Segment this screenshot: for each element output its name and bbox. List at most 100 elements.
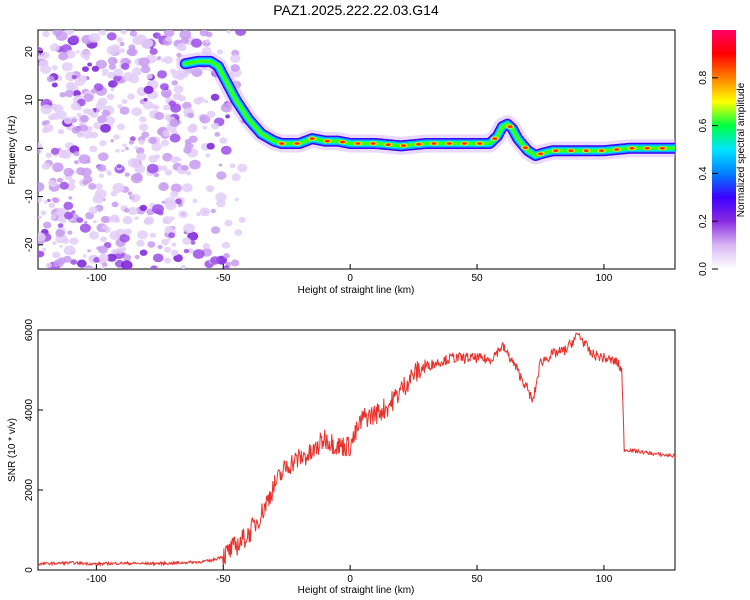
ridge-peak [324, 139, 330, 143]
noise-blob [219, 137, 228, 144]
ridge-peak [492, 137, 498, 141]
noise-blob [100, 123, 111, 133]
noise-blob [41, 162, 51, 170]
noise-blob [100, 236, 108, 243]
noise-blob [88, 183, 97, 190]
noise-blob [223, 265, 230, 269]
noise-blob [186, 171, 192, 176]
noise-blob [238, 216, 246, 223]
noise-blob [146, 73, 153, 80]
noise-blob [61, 62, 73, 72]
spectrogram-y-axis: -20 -10 0 10 20 [24, 46, 43, 252]
noise-blob [89, 231, 99, 240]
noise-blob [101, 109, 111, 117]
noise-blob [88, 206, 98, 215]
noise-blob [49, 43, 60, 52]
noise-blob [180, 264, 186, 269]
noise-blob [71, 118, 77, 123]
snr-x-label: Height of straight line (km) [298, 585, 415, 596]
noise-blob [100, 266, 105, 269]
noise-blob [69, 35, 79, 44]
noise-blob [170, 103, 182, 113]
noise-blob [41, 247, 47, 252]
noise-blob [143, 85, 154, 94]
noise-blob [176, 42, 187, 52]
noise-blob [167, 237, 172, 241]
noise-blob [52, 241, 57, 245]
noise-blob [113, 134, 120, 140]
noise-blob [105, 116, 116, 125]
noise-blob [79, 124, 89, 132]
noise-blob [143, 218, 152, 225]
noise-blob [83, 220, 88, 224]
noise-blob [102, 72, 107, 76]
noise-blob [120, 149, 125, 153]
ridge-peak [294, 142, 300, 145]
y-tick-label: -10 [24, 189, 35, 204]
noise-blob [87, 62, 92, 67]
noise-blob [133, 172, 143, 181]
noise-blob [76, 131, 85, 138]
noise-blob [69, 237, 79, 245]
noise-blob [183, 146, 192, 154]
noise-blob [235, 30, 247, 36]
noise-blob [121, 260, 133, 269]
noise-blob [119, 48, 126, 53]
noise-blob [76, 259, 87, 268]
noise-blob [128, 140, 134, 145]
noise-blob [206, 185, 215, 193]
noise-blob [163, 104, 170, 111]
noise-blob [71, 126, 81, 134]
noise-blob [162, 91, 171, 99]
ridge-peak [477, 142, 483, 145]
noise-blob [152, 204, 164, 215]
noise-blob [83, 130, 93, 139]
noise-blob [106, 170, 112, 175]
x-tick-label: 0 [347, 273, 353, 284]
noise-blob [199, 114, 211, 124]
noise-blob [149, 232, 157, 238]
noise-blob [173, 85, 184, 94]
spectrogram-y-label: Frequency (Hz) [7, 116, 18, 185]
colorbar-tick-label: 0.0 [698, 262, 709, 276]
noise-blob [189, 159, 201, 170]
noise-blob [221, 241, 231, 249]
colorbar-tick-label: 0.6 [698, 118, 709, 132]
noise-blob [223, 253, 230, 259]
noise-blob [110, 139, 115, 143]
noise-blob [173, 254, 183, 263]
noise-blob [57, 128, 65, 135]
noise-blob [51, 112, 60, 121]
noise-blob [162, 216, 173, 225]
y-tick-label: 0 [24, 567, 35, 573]
noise-blob [50, 147, 60, 155]
noise-blob [76, 167, 86, 176]
noise-blob [136, 152, 147, 161]
noise-blob [121, 99, 128, 104]
noise-blob [136, 147, 145, 155]
noise-blob [45, 262, 53, 269]
noise-blob [110, 87, 115, 92]
noise-blob [147, 82, 153, 86]
noise-blob [43, 221, 52, 229]
noise-blob [59, 244, 63, 248]
noise-blob [130, 193, 141, 203]
noise-blob [74, 160, 79, 165]
noise-blob [98, 30, 107, 36]
ridge-peak [446, 142, 452, 145]
noise-blob [157, 56, 162, 60]
noise-blob [84, 265, 94, 269]
noise-blob [192, 198, 198, 204]
ridge-peak [629, 146, 635, 150]
noise-blob [119, 42, 125, 47]
noise-blob [157, 70, 167, 79]
noise-blob [119, 233, 130, 243]
ridge-peak [400, 144, 407, 148]
noise-blob [88, 33, 101, 43]
noise-blob [86, 108, 95, 116]
noise-blob [170, 249, 179, 257]
noise-blob [154, 112, 165, 120]
noise-blob [183, 223, 195, 234]
noise-blob [199, 207, 211, 217]
